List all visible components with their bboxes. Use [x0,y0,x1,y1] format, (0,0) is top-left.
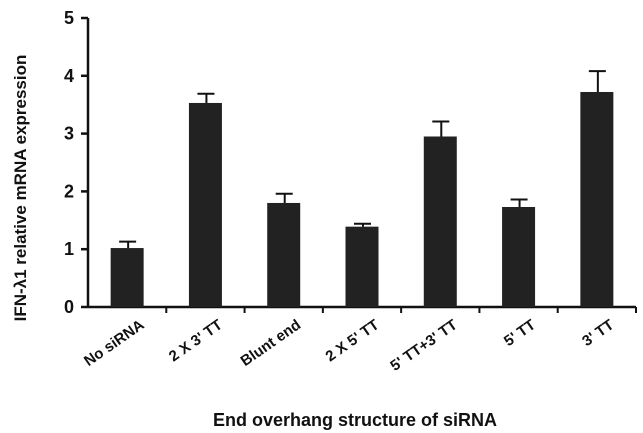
bar [423,136,457,307]
bars [110,91,614,307]
bar [345,226,379,307]
x-axis-title: End overhang structure of siRNA [213,410,497,430]
bar [267,202,301,307]
y-tick-label: 2 [64,181,74,201]
bar [188,102,222,307]
y-tick-label: 0 [64,297,74,317]
category-labels: No siRNA 2 X 3' TT Blunt end 2 X 5' TT 5' TT… [81,316,617,375]
bar [110,248,144,307]
category-label: 5' TT [501,316,539,350]
x-axis [88,305,637,313]
y-axis-title: IFN-λ1 relative mRNA expression [11,55,30,322]
category-label: 5' TT+3' TT [387,316,460,374]
category-label: 2 X 5' TT [322,316,382,365]
y-tick-label: 1 [64,239,74,259]
bar [502,207,536,307]
error-bars [119,70,606,249]
category-label: 3' TT [579,316,617,350]
y-axis: 0 1 2 3 4 5 [64,8,90,317]
category-label: No siRNA [81,316,148,370]
category-label: Blunt end [238,316,304,370]
y-tick-label: 5 [64,8,74,28]
y-tick-label: 3 [64,124,74,144]
bar [580,91,614,307]
category-label: 2 X 3' TT [166,316,226,365]
y-tick-label: 4 [64,66,74,86]
